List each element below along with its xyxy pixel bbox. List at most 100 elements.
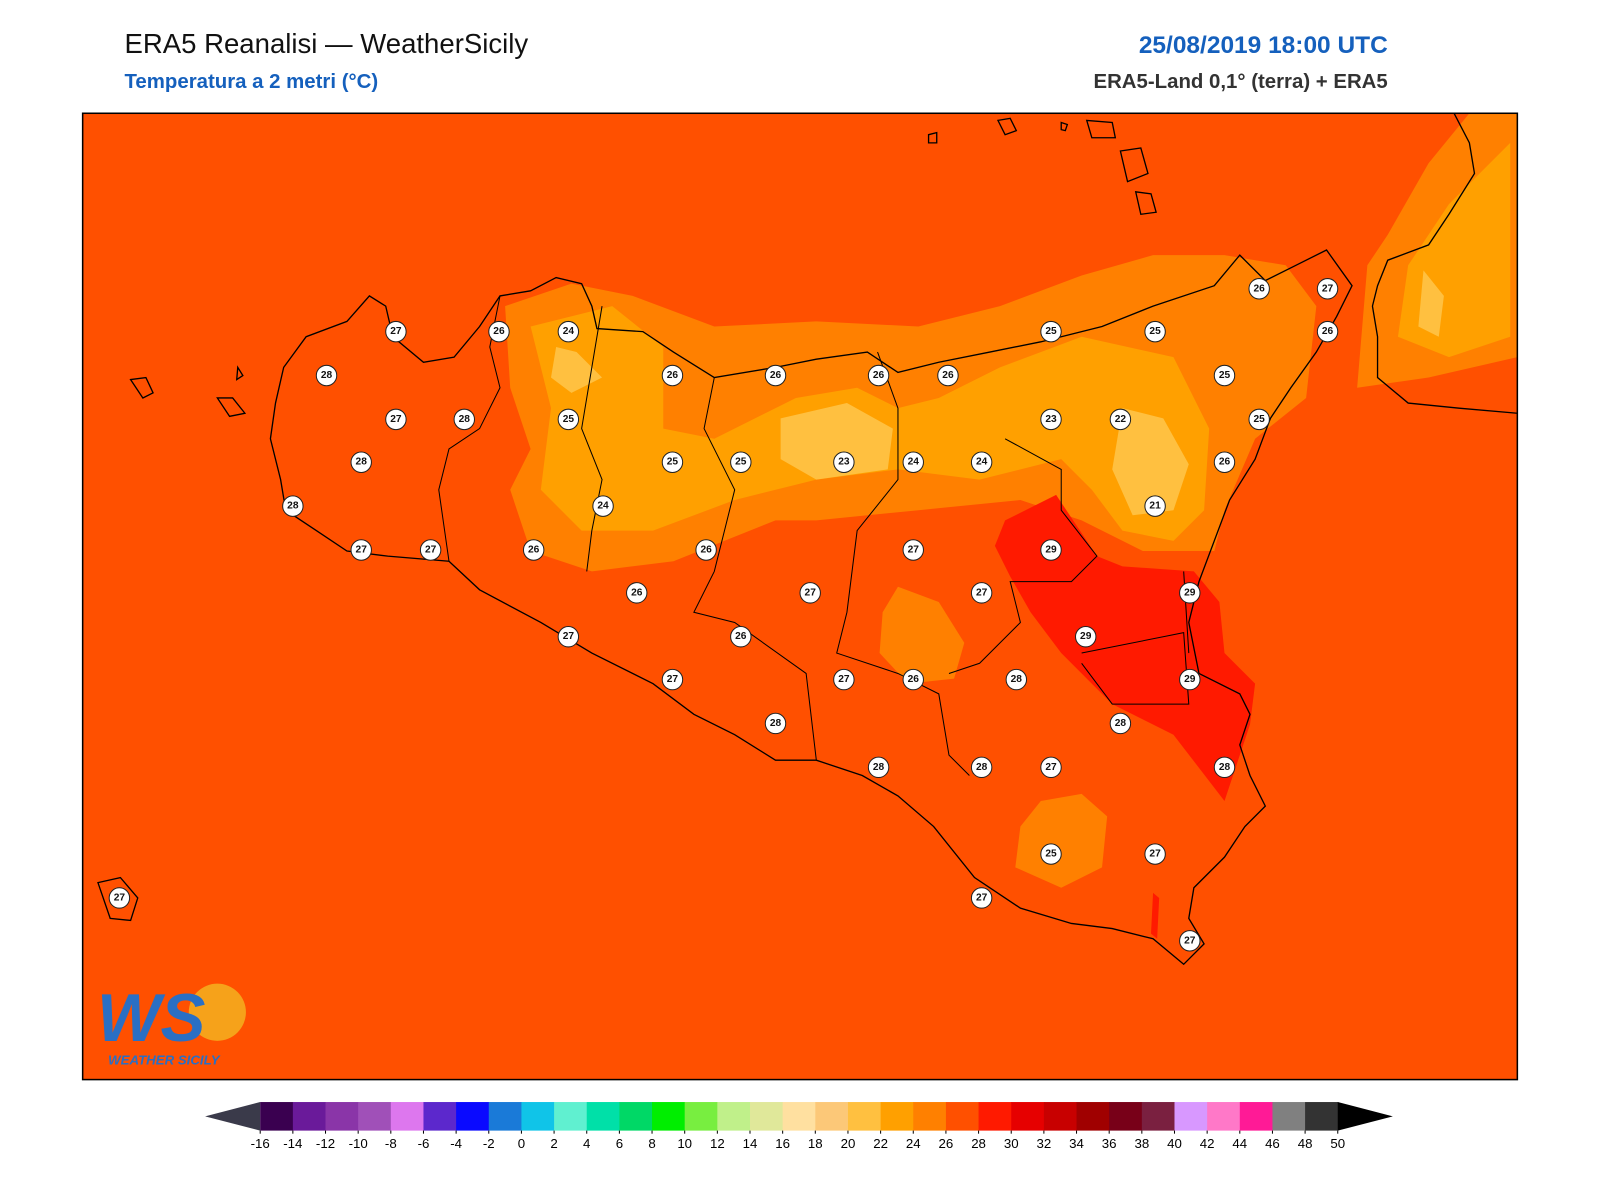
colorbar-bin bbox=[390, 1102, 424, 1131]
colorbar-bin bbox=[652, 1102, 686, 1131]
colorbar-tick-label: 48 bbox=[1298, 1136, 1313, 1151]
station-value: 28 bbox=[287, 501, 299, 512]
colorbar-bin bbox=[292, 1102, 327, 1131]
station-value: 28 bbox=[1011, 674, 1023, 685]
station-marker bbox=[1213, 451, 1236, 473]
temperature-band bbox=[1151, 892, 1160, 939]
colorbar-bin bbox=[1207, 1102, 1241, 1131]
station-marker bbox=[592, 495, 614, 517]
station-value: 29 bbox=[1184, 674, 1196, 685]
colorbar-bin bbox=[586, 1102, 620, 1131]
source: ERA5-Land 0,1° (terra) + ERA5 bbox=[1093, 71, 1387, 93]
temperature-band bbox=[1418, 270, 1444, 337]
colorbar-tick-label: 12 bbox=[710, 1136, 725, 1151]
station-value: 21 bbox=[1149, 501, 1161, 512]
temperature-band bbox=[879, 586, 965, 684]
station-value: 26 bbox=[528, 545, 540, 556]
colorbar-tick-label: 44 bbox=[1232, 1136, 1247, 1151]
colorbar-tick-label: 50 bbox=[1330, 1136, 1345, 1151]
colorbar-tick-label: 10 bbox=[677, 1136, 692, 1151]
station-value: 25 bbox=[1149, 326, 1161, 337]
colorbar-bin bbox=[684, 1102, 718, 1131]
station-marker bbox=[1213, 364, 1236, 387]
datetime: 25/08/2019 18:00 UTC bbox=[1139, 32, 1388, 59]
station-marker bbox=[1144, 495, 1166, 517]
station-marker bbox=[902, 668, 924, 691]
station-value: 26 bbox=[1322, 326, 1334, 337]
station-marker bbox=[1005, 668, 1028, 691]
colorbar-bin bbox=[521, 1102, 555, 1131]
temperature-band bbox=[1112, 408, 1189, 516]
colorbar-tick-label: -16 bbox=[251, 1136, 270, 1151]
station-value: 27 bbox=[838, 674, 850, 685]
colorbar-bin bbox=[423, 1102, 457, 1131]
station-value: 28 bbox=[770, 718, 782, 729]
station-value: 25 bbox=[1254, 414, 1266, 425]
station-marker bbox=[1179, 668, 1201, 691]
colorbar-bin bbox=[1109, 1102, 1143, 1131]
colorbar-over bbox=[1337, 1102, 1393, 1131]
colorbar-bin bbox=[554, 1102, 588, 1131]
station-marker bbox=[1144, 843, 1166, 865]
logo-caption: WEATHER SICILY bbox=[108, 1052, 221, 1067]
station-marker bbox=[764, 712, 787, 735]
colorbar-tick-label: 28 bbox=[971, 1136, 986, 1151]
station-marker bbox=[1040, 320, 1062, 343]
temperature-band bbox=[780, 403, 893, 480]
station-marker bbox=[1213, 756, 1236, 779]
colorbar-tick-label: 42 bbox=[1200, 1136, 1215, 1151]
station-marker bbox=[1040, 408, 1062, 431]
coastlines bbox=[97, 113, 1518, 966]
station-value: 26 bbox=[1219, 457, 1231, 468]
station-value: 26 bbox=[908, 674, 920, 685]
colorbar-tick-label: 46 bbox=[1265, 1136, 1280, 1151]
station-marker bbox=[1040, 539, 1062, 561]
station-marker bbox=[557, 408, 580, 431]
station-value: 26 bbox=[493, 326, 505, 337]
station-value: 28 bbox=[1219, 762, 1231, 773]
logo-mark: WS bbox=[97, 981, 206, 1056]
station-value: 22 bbox=[1115, 414, 1127, 425]
colorbar-bin bbox=[1141, 1102, 1175, 1131]
station-value: 27 bbox=[1184, 935, 1196, 946]
station-marker bbox=[1248, 408, 1270, 431]
station-value: 26 bbox=[1254, 283, 1266, 294]
station-marker bbox=[557, 626, 580, 648]
station-value: 25 bbox=[563, 414, 575, 425]
station-value: 27 bbox=[114, 892, 126, 903]
station-value: 28 bbox=[459, 414, 471, 425]
station-marker bbox=[350, 539, 372, 561]
station-marker bbox=[1075, 626, 1097, 648]
colorbar-bin bbox=[488, 1102, 522, 1131]
station-marker bbox=[1316, 278, 1339, 300]
stations: 27 26 24 28 26 26 26 26 27 28 25 28 25 25 23 24 24 28 24 27… bbox=[108, 278, 1339, 952]
station-marker bbox=[1179, 582, 1201, 604]
station-marker bbox=[315, 364, 338, 387]
station-marker bbox=[488, 320, 510, 343]
station-value: 26 bbox=[873, 370, 885, 381]
station-value: 23 bbox=[838, 457, 850, 468]
colorbar-bin bbox=[1076, 1102, 1110, 1131]
colorbar: -16 -14 -12 -10 -8 -6 -4 -2 0 2 4 6 8 10 12 14 16 18 20 22 2… bbox=[205, 1102, 1393, 1151]
colorbar-bin bbox=[1272, 1102, 1306, 1131]
station-value: 27 bbox=[805, 587, 817, 598]
colorbar-tick-label: 40 bbox=[1167, 1136, 1182, 1151]
station-value: 26 bbox=[770, 370, 782, 381]
station-marker bbox=[282, 495, 304, 517]
station-value: 24 bbox=[597, 501, 609, 512]
station-value: 24 bbox=[976, 457, 988, 468]
station-marker bbox=[970, 582, 993, 604]
colorbar-tick-label: -6 bbox=[418, 1136, 430, 1151]
colorbar-bin bbox=[913, 1102, 947, 1131]
station-marker bbox=[661, 451, 684, 473]
station-value: 28 bbox=[1115, 718, 1127, 729]
colorbar-bin bbox=[945, 1102, 980, 1131]
station-value: 24 bbox=[563, 326, 575, 337]
colorbar-bin bbox=[847, 1102, 882, 1131]
colorbar-bin bbox=[619, 1102, 653, 1131]
colorbar-bin bbox=[1043, 1102, 1078, 1131]
colorbar-tick-label: -10 bbox=[349, 1136, 368, 1151]
station-marker bbox=[1316, 320, 1339, 343]
